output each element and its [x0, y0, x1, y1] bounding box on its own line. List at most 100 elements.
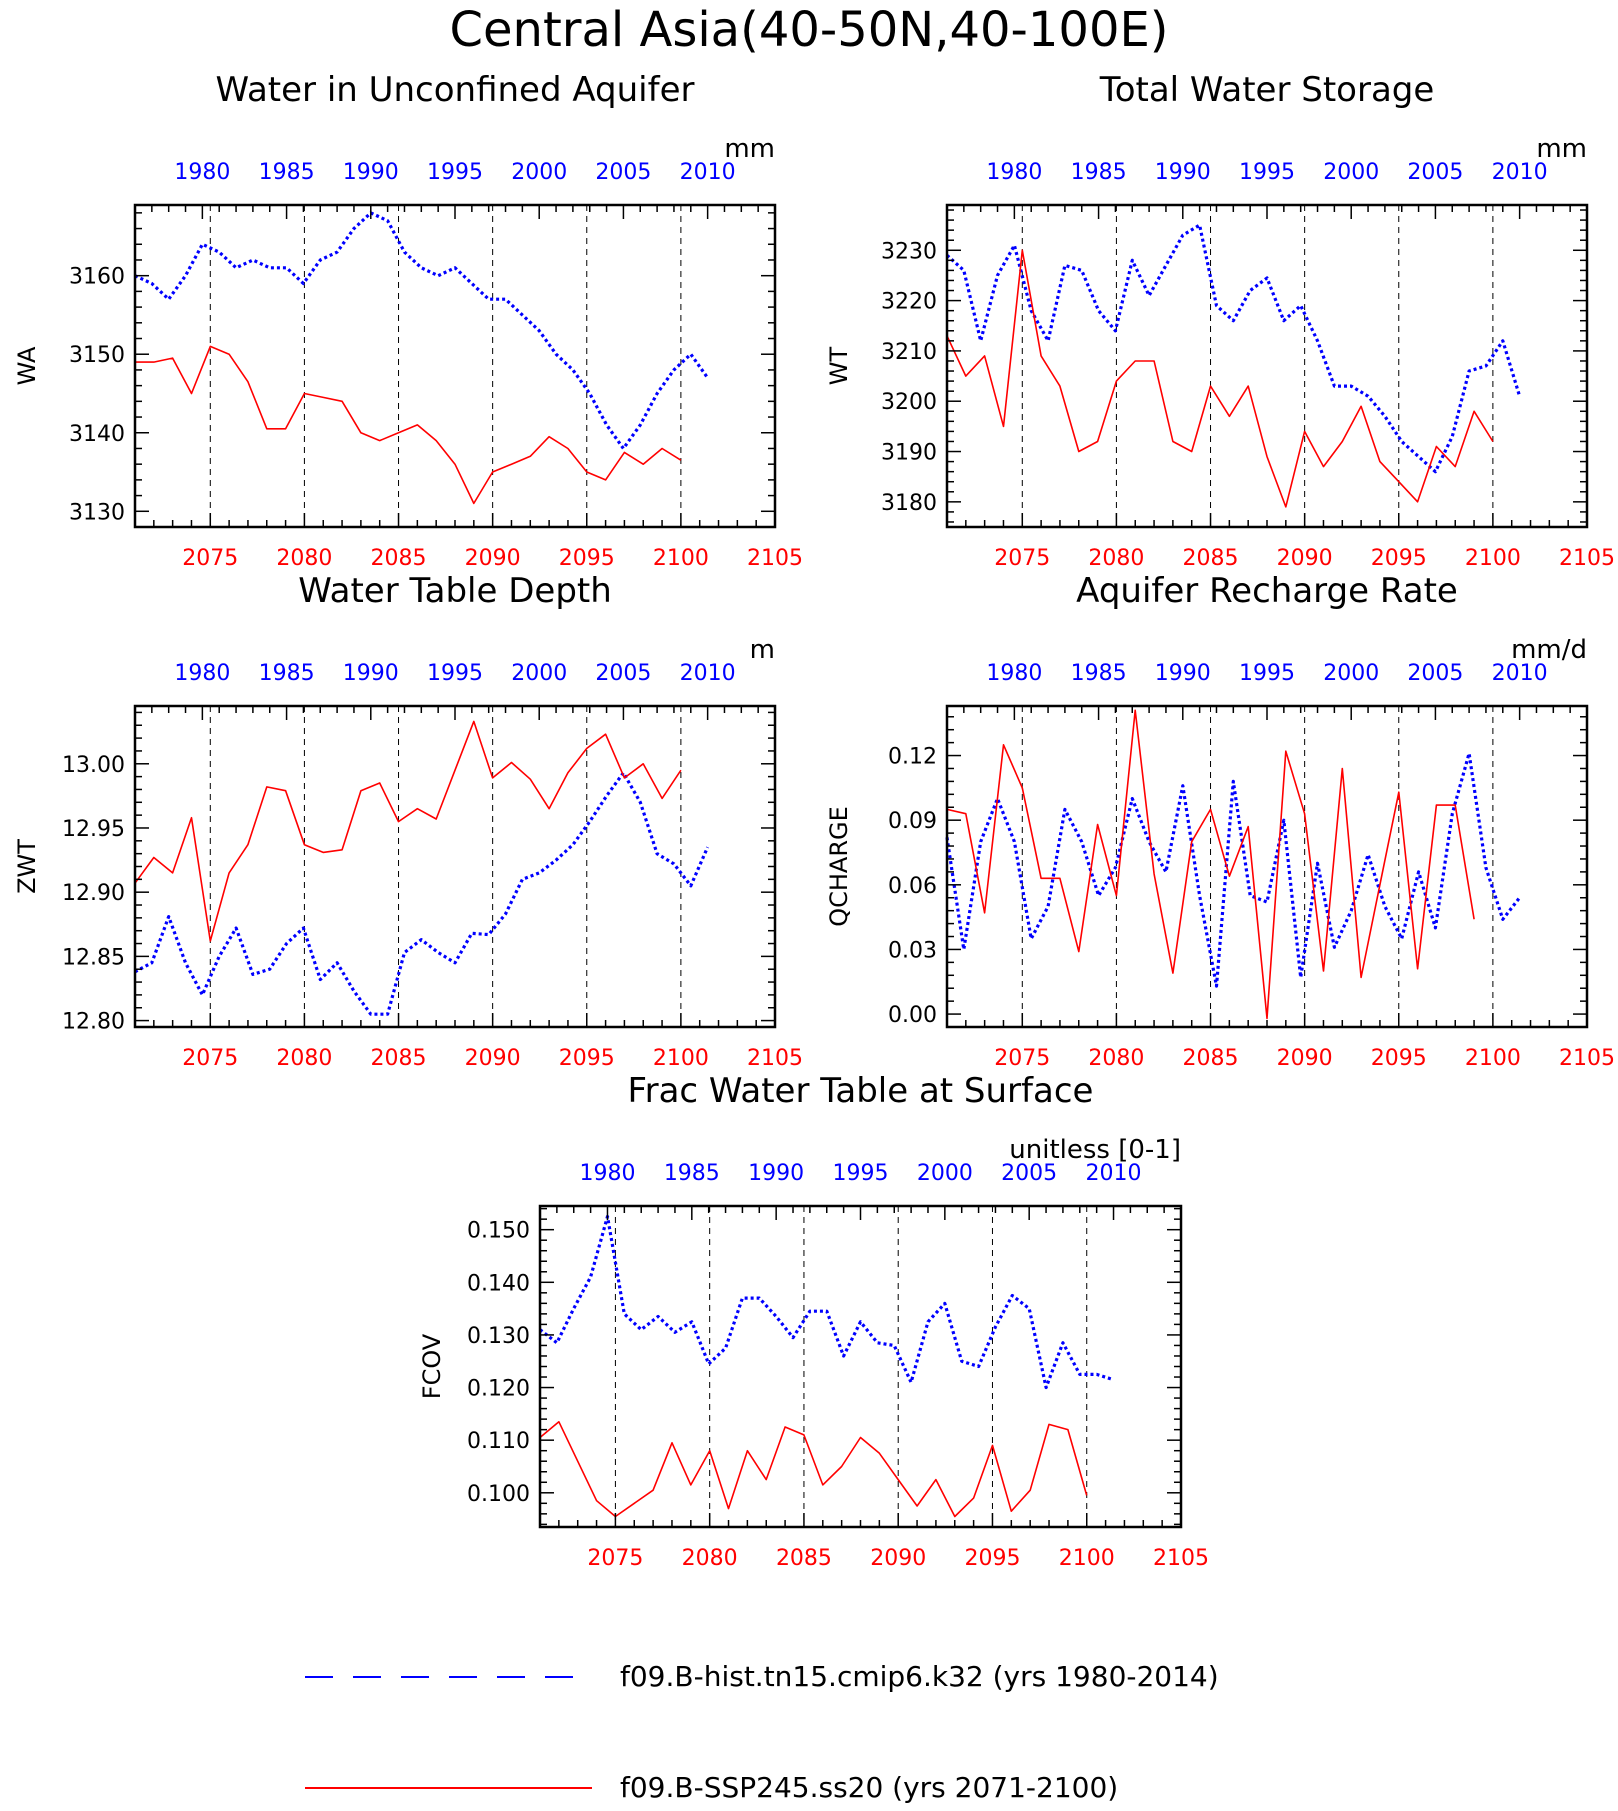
bottom-tick-label: 2075 — [587, 1546, 643, 1571]
y-tick-label: 3220 — [881, 290, 937, 315]
top-tick-label: 1980 — [986, 160, 1042, 185]
top-tick-label: 2000 — [1323, 160, 1379, 185]
bottom-tick-label: 2075 — [182, 1046, 238, 1071]
bottom-tick-label: 2095 — [1371, 546, 1427, 571]
top-tick-label: 1980 — [986, 661, 1042, 686]
bottom-tick-label: 2095 — [964, 1546, 1020, 1571]
y-tick-label: 12.85 — [62, 945, 125, 970]
bottom-tick-label: 2090 — [870, 1546, 926, 1571]
series-future-line — [946, 709, 1475, 1020]
bottom-tick-label: 2100 — [653, 1046, 709, 1071]
legend-label-future: f09.B-SSP245.ss20 (yrs 2071-2100) — [620, 1771, 1118, 1804]
units-label: m — [750, 635, 775, 665]
panel-title: Frac Water Table at Surface — [628, 1071, 1094, 1111]
bottom-tick-label: 2075 — [994, 546, 1050, 571]
series-hist-line — [134, 771, 710, 1016]
top-tick-label: 2010 — [1492, 160, 1548, 185]
series-hist-line — [539, 1214, 1114, 1390]
top-tick-label: 1990 — [1155, 661, 1211, 686]
y-tick-label: 12.90 — [62, 881, 125, 906]
bottom-tick-label: 2080 — [1088, 546, 1144, 571]
top-tick-label: 1980 — [174, 661, 230, 686]
top-tick-label: 1985 — [1071, 661, 1127, 686]
plot-frame — [945, 203, 1589, 529]
bottom-tick-label: 2080 — [682, 1546, 738, 1571]
panel-title: Water Table Depth — [298, 571, 612, 611]
top-tick-label: 1995 — [427, 661, 483, 686]
top-tick-label: 1985 — [664, 1161, 720, 1186]
bottom-tick-label: 2085 — [1183, 546, 1239, 571]
bottom-tick-label: 2075 — [994, 1046, 1050, 1071]
bottom-tick-label: 2085 — [371, 1046, 427, 1071]
y-tick-label: 3150 — [69, 343, 125, 368]
top-tick-label: 1980 — [174, 160, 230, 185]
legend: f09.B-hist.tn15.cmip6.k32 (yrs 1980-2014… — [305, 1660, 1219, 1804]
bottom-tick-label: 2105 — [747, 546, 803, 571]
units-label: mm — [1536, 134, 1587, 164]
y-tick-label: 0.09 — [888, 809, 937, 834]
panel-3: 2075 2080 2085 2090 2095 2100 2105 1980 1985 1990… — [13, 571, 803, 1071]
top-tick-label: 2000 — [511, 661, 567, 686]
bottom-tick-label: 2090 — [1277, 546, 1333, 571]
top-tick-label: 2005 — [595, 661, 651, 686]
top-tick-label: 2000 — [1323, 661, 1379, 686]
bottom-tick-label: 2095 — [559, 1046, 615, 1071]
y-axis-label: FCOV — [418, 1333, 446, 1399]
top-tick-label: 2010 — [680, 160, 736, 185]
y-tick-label: 3190 — [881, 441, 937, 466]
top-tick-label: 1985 — [259, 160, 315, 185]
units-label: mm — [724, 134, 775, 164]
bottom-tick-label: 2105 — [1559, 546, 1615, 571]
y-tick-label: 3140 — [69, 422, 125, 447]
top-tick-label: 1995 — [833, 1161, 889, 1186]
top-tick-label: 1980 — [579, 1161, 635, 1186]
bottom-tick-label: 2080 — [276, 546, 332, 571]
bottom-tick-label: 2090 — [465, 1046, 521, 1071]
panel-1: 2075 2080 2085 2090 2095 2100 2105 1980 1985 1990… — [13, 70, 803, 571]
bottom-tick-label: 2080 — [1088, 1046, 1144, 1071]
bottom-tick-label: 2105 — [1559, 1046, 1615, 1071]
y-tick-label: 13.00 — [62, 753, 125, 778]
top-tick-label: 2010 — [1086, 1161, 1142, 1186]
bottom-tick-label: 2080 — [276, 1046, 332, 1071]
top-tick-label: 1995 — [427, 160, 483, 185]
y-tick-label: 0.100 — [467, 1482, 530, 1507]
y-tick-label: 0.00 — [888, 1003, 937, 1028]
bottom-tick-label: 2085 — [371, 546, 427, 571]
y-axis-label: QCHARGE — [825, 806, 853, 927]
bottom-tick-label: 2105 — [747, 1046, 803, 1071]
bottom-tick-label: 2075 — [182, 546, 238, 571]
top-tick-label: 2005 — [595, 160, 651, 185]
top-tick-label: 1985 — [259, 661, 315, 686]
y-tick-label: 12.95 — [62, 817, 125, 842]
top-tick-label: 2000 — [917, 1161, 973, 1186]
series-hist-line — [134, 211, 709, 451]
top-tick-label: 1985 — [1071, 160, 1127, 185]
y-tick-label: 0.140 — [467, 1271, 530, 1296]
bottom-tick-label: 2100 — [653, 546, 709, 571]
series-hist-line — [945, 751, 1521, 988]
y-tick-label: 3160 — [69, 265, 125, 290]
y-axis-label: WT — [825, 346, 853, 385]
units-label: mm/d — [1511, 635, 1587, 665]
bottom-tick-label: 2085 — [776, 1546, 832, 1571]
top-tick-label: 1990 — [1155, 160, 1211, 185]
top-tick-label: 2005 — [1407, 160, 1463, 185]
bottom-tick-label: 2100 — [1465, 1046, 1521, 1071]
series-future-line — [134, 720, 682, 942]
top-tick-label: 1990 — [343, 160, 399, 185]
series-future-line — [135, 345, 682, 505]
top-tick-label: 1995 — [1239, 160, 1295, 185]
y-tick-label: 0.110 — [467, 1429, 530, 1454]
y-tick-label: 12.80 — [62, 1010, 125, 1035]
y-tick-label: 3130 — [69, 500, 125, 525]
bottom-tick-label: 2095 — [1371, 1046, 1427, 1071]
y-tick-label: 0.130 — [467, 1324, 530, 1349]
figure-title: Central Asia(40-50N,40-100E) — [449, 2, 1168, 58]
y-axis-label: WA — [13, 346, 41, 385]
panel-title: Aquifer Recharge Rate — [1076, 571, 1458, 611]
bottom-tick-label: 2100 — [1465, 546, 1521, 571]
panel-2: 2075 2080 2085 2090 2095 2100 2105 1980 1985 1990… — [825, 70, 1615, 571]
bottom-tick-label: 2085 — [1183, 1046, 1239, 1071]
